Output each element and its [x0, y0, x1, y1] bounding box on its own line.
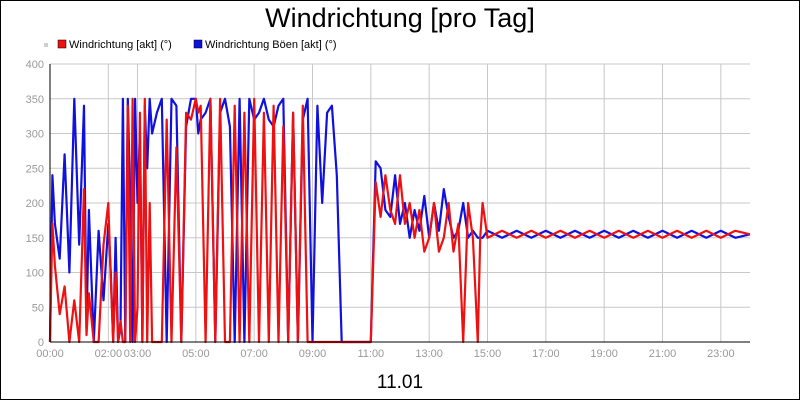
y-tick-label: 50 [32, 302, 44, 314]
legend-marker-small [44, 43, 48, 47]
x-tick-label: 17:00 [532, 348, 560, 360]
y-tick-label: 100 [26, 268, 44, 280]
x-tick-label: 15:00 [474, 348, 502, 360]
x-tick-label: 09:00 [299, 348, 327, 360]
x-tick-label: 19:00 [590, 348, 618, 360]
series-layer [48, 97, 751, 344]
x-tick-label: 05:00 [182, 348, 210, 360]
legend-label-series-2: Windrichtung Böen [akt] (°) [205, 39, 337, 51]
y-tick-label: 400 [26, 59, 44, 71]
y-axis-ticks: 0 50 100 150 200 250 300 350 400 [26, 59, 44, 349]
x-tick-label: 21:00 [649, 348, 677, 360]
y-tick-label: 200 [26, 198, 44, 210]
x-tick-label: 13:00 [415, 348, 443, 360]
series-line-windrichtung-boeen [48, 97, 751, 344]
y-tick-label: 350 [26, 94, 44, 106]
y-tick-label: 300 [26, 129, 44, 141]
y-tick-label: 0 [38, 337, 44, 349]
x-tick-label: 03:00 [124, 348, 152, 360]
y-tick-label: 250 [26, 163, 44, 175]
legend-swatch-series-2 [193, 39, 203, 49]
x-tick-label: 11:00 [357, 348, 384, 360]
x-tick-label: 00:00 [36, 348, 64, 360]
legend: Windrichtung [akt] (°) Windrichtung Böen… [44, 39, 337, 51]
x-axis-ticks: 00:00 02:00 03:00 05:00 07:00 09:00 11:00 13:00… [36, 348, 734, 360]
x-tick-label: 07:00 [240, 348, 268, 360]
date-label: 11.01 [377, 372, 423, 393]
chart-title: Windrichtung [pro Tag] [265, 3, 535, 33]
y-tick-label: 150 [26, 233, 44, 245]
x-tick-label: 23:00 [707, 348, 735, 360]
x-tick-label: 02:00 [95, 348, 123, 360]
series-line-windrichtung [48, 97, 751, 344]
legend-swatch-series-1 [57, 39, 67, 49]
legend-label-series-1: Windrichtung [akt] (°) [69, 39, 172, 51]
